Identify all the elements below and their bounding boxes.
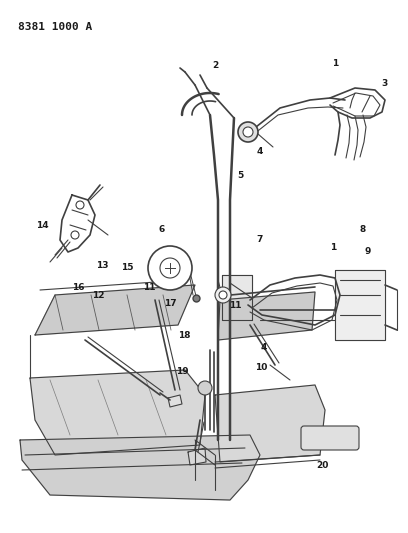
Circle shape: [215, 287, 231, 303]
Text: 16: 16: [72, 284, 84, 293]
Text: 20: 20: [316, 461, 328, 470]
Text: 14: 14: [35, 221, 48, 230]
Polygon shape: [188, 448, 206, 465]
Text: 4: 4: [257, 148, 263, 157]
Text: 12: 12: [92, 290, 104, 300]
Polygon shape: [35, 285, 195, 335]
Text: 10: 10: [255, 364, 267, 373]
Text: 8381 1000 A: 8381 1000 A: [18, 22, 92, 32]
Polygon shape: [168, 395, 182, 407]
Text: 11: 11: [229, 301, 241, 310]
Text: 9: 9: [365, 247, 371, 256]
FancyBboxPatch shape: [301, 426, 359, 450]
Text: 2: 2: [212, 61, 218, 69]
Text: 5: 5: [237, 171, 243, 180]
Text: 11: 11: [143, 284, 155, 293]
Polygon shape: [335, 270, 385, 340]
Text: 18: 18: [178, 330, 190, 340]
Circle shape: [238, 122, 258, 142]
Text: 15: 15: [121, 263, 133, 272]
Circle shape: [148, 246, 192, 290]
Polygon shape: [30, 370, 205, 455]
Text: 6: 6: [159, 225, 165, 235]
Text: 3: 3: [381, 79, 387, 88]
Text: 7: 7: [257, 236, 263, 245]
Circle shape: [76, 201, 84, 209]
Polygon shape: [215, 385, 325, 462]
Circle shape: [71, 231, 79, 239]
Text: 1: 1: [330, 243, 336, 252]
Polygon shape: [20, 435, 260, 500]
Circle shape: [219, 291, 227, 299]
Polygon shape: [222, 275, 252, 320]
Text: 4: 4: [261, 343, 267, 352]
Circle shape: [243, 127, 253, 137]
Polygon shape: [218, 292, 315, 340]
Text: 8: 8: [360, 225, 366, 235]
Text: 1: 1: [332, 60, 338, 69]
Text: 13: 13: [96, 261, 108, 270]
Text: 19: 19: [176, 367, 188, 376]
Text: 17: 17: [164, 298, 176, 308]
Circle shape: [198, 381, 212, 395]
